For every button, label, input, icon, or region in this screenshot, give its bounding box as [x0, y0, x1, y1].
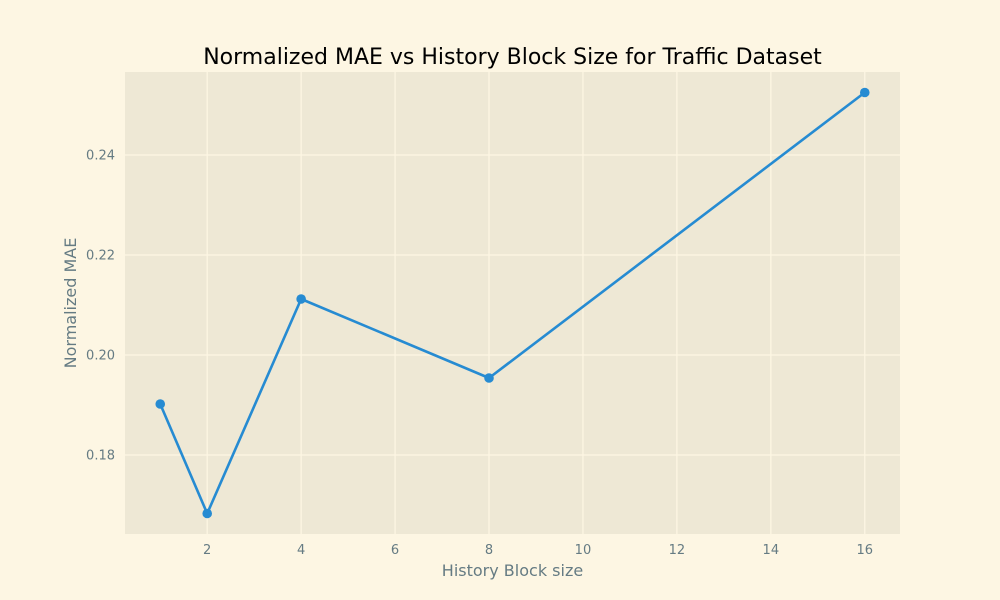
y-tick-label: 0.22	[86, 249, 115, 264]
data-point	[155, 399, 166, 409]
y-tick-label: 0.24	[86, 149, 115, 164]
x-tick-label: 14	[763, 543, 780, 558]
x-tick-label: 16	[856, 543, 873, 558]
x-tick-label: 10	[575, 543, 592, 558]
data-point	[202, 508, 212, 519]
data-point	[484, 373, 494, 383]
data-point	[296, 294, 306, 304]
chart-title: Normalized MAE vs History Block Size for…	[203, 45, 822, 70]
tick-labels: 2 4 6 8 10 12 14 16 0.18 0.20 0.22 0.24	[86, 149, 873, 559]
data-point	[859, 87, 870, 98]
x-tick-label: 12	[669, 543, 686, 558]
x-tick-label: 4	[297, 543, 305, 558]
y-tick-label: 0.18	[86, 449, 115, 464]
y-axis-label: Normalized MAE	[61, 238, 80, 369]
series-layer	[155, 87, 870, 519]
x-tick-label: 2	[203, 543, 211, 558]
x-axis-label: History Block size	[442, 561, 583, 580]
plot-area	[125, 72, 900, 534]
y-tick-label: 0.20	[86, 349, 115, 364]
x-tick-label: 6	[391, 543, 399, 558]
x-tick-label: 8	[485, 543, 493, 558]
